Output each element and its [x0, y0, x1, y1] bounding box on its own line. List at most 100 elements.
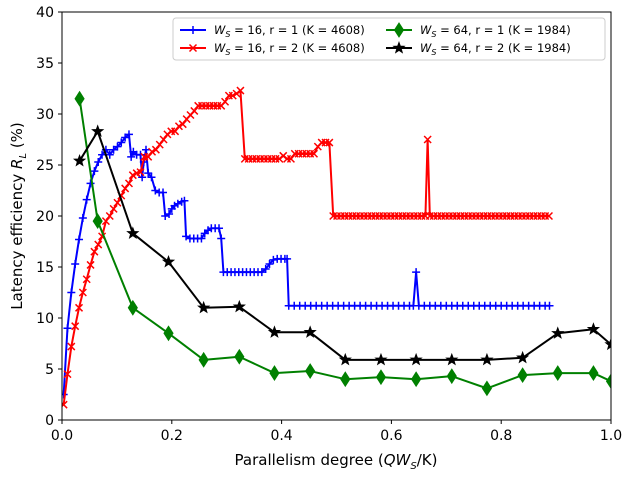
legend-swatch-marker [392, 41, 406, 54]
series-3-point [340, 371, 351, 388]
series-2-point [94, 240, 103, 249]
series-2-point [155, 140, 164, 149]
series-2-point [124, 179, 134, 188]
y-tick-label: 5 [45, 362, 54, 378]
series-1-point [283, 254, 292, 263]
series-1-point [161, 212, 170, 220]
series-2-point [63, 370, 72, 379]
series-1-point [105, 150, 114, 159]
series-1-point [71, 259, 80, 268]
series-4-point [338, 352, 352, 366]
series-1-point [67, 288, 76, 297]
series-2-point [128, 171, 137, 180]
series-4-point [551, 326, 565, 339]
series-2-point [101, 217, 110, 226]
legend-box [172, 17, 606, 61]
series-2-point [136, 168, 145, 177]
series-3-point [588, 365, 599, 382]
legend-entry-1: WS = 16, r = 1 (K = 4608) [180, 23, 365, 39]
series-1-point [127, 152, 136, 161]
y-axis-label: Latency efficiency RL (%) [8, 122, 29, 310]
series-4-point [303, 325, 317, 338]
series-1-point [144, 169, 153, 178]
series-3-point [92, 213, 103, 230]
series-3-point [234, 348, 245, 365]
series-1-point [86, 179, 95, 188]
legend: WS = 16, r = 1 (K = 4608) WS = 16, r = 2 … [172, 17, 606, 61]
series-2-point [159, 135, 168, 144]
x-axis-label: Parallelism degree (QWS/K) [235, 451, 438, 472]
series-2-point [178, 120, 187, 129]
legend-swatch-marker [189, 26, 197, 34]
series-3-point [481, 380, 493, 397]
series-1-point [75, 235, 84, 244]
series-4-point [161, 254, 176, 268]
series-1-point [182, 232, 191, 241]
series-3-point [552, 365, 563, 382]
series-2-point [171, 127, 180, 136]
series-4-point [72, 153, 87, 167]
y-tick-label: 20 [36, 209, 54, 225]
series-2-point [325, 138, 334, 147]
series-1-point [94, 157, 103, 166]
series-4-point [586, 322, 601, 335]
series-1-point [165, 209, 174, 218]
series-3-point [446, 368, 457, 385]
legend-label: WS = 64, r = 2 (K = 1984) [420, 41, 571, 57]
series-1-point [197, 234, 206, 243]
series-2-point [86, 260, 95, 269]
series-4-point [232, 299, 246, 313]
series-3-point [605, 373, 611, 390]
series-2-point [71, 322, 80, 331]
series-2-point [148, 147, 157, 156]
y-tick-label: 0 [45, 413, 54, 429]
legend-entry-4: WS = 64, r = 2 (K = 1984) [386, 41, 571, 57]
x-tick-label: 0.6 [380, 428, 402, 444]
series-2-point [62, 400, 68, 409]
x-tick-label: 0.2 [161, 428, 183, 444]
series-1-point [545, 301, 554, 310]
x-tick-label: 0.0 [51, 428, 73, 444]
series-2-point [78, 288, 87, 297]
legend-entry-2: WS = 16, r = 2 (K = 4608) [180, 41, 365, 57]
series-1-point [147, 173, 156, 182]
series-2-point [105, 211, 114, 221]
series-3-point [74, 90, 85, 107]
series-4 [72, 124, 611, 366]
series-2-point [286, 154, 295, 163]
series-2-point [109, 204, 118, 213]
series-2 [62, 86, 553, 409]
series-3-point [305, 363, 316, 379]
series-2-point [67, 342, 76, 351]
series-4-point [374, 352, 388, 366]
series-2-point [74, 303, 84, 312]
series-1-point [217, 234, 226, 243]
series-1-point [269, 255, 278, 264]
series-2-point [82, 275, 91, 284]
series-3-point [269, 365, 280, 382]
series-2-point [151, 145, 160, 154]
series-1-point [78, 214, 87, 223]
series-3-point [127, 299, 138, 316]
series-2-point [113, 198, 122, 207]
y-tick-label: 40 [36, 5, 54, 21]
series-1-point [412, 268, 421, 277]
y-tick-label: 10 [36, 311, 54, 327]
series-1-point [117, 138, 126, 147]
series-2-point [174, 122, 183, 131]
series-1-point [63, 324, 72, 333]
y-tick-label: 30 [36, 107, 54, 123]
series-3-line [78, 98, 611, 390]
series-1-point [124, 130, 133, 139]
series-1-point [215, 224, 224, 233]
series-2-point [144, 152, 153, 161]
y-tick-label: 25 [36, 158, 54, 174]
x-tick-label: 1.0 [600, 428, 622, 444]
legend-label: WS = 16, r = 1 (K = 4608) [214, 23, 365, 39]
x-tick-label: 0.4 [270, 428, 292, 444]
series-2-point [228, 91, 237, 100]
series-2-point [121, 184, 130, 193]
series-1-point [151, 186, 160, 195]
series-2-point [423, 135, 432, 144]
